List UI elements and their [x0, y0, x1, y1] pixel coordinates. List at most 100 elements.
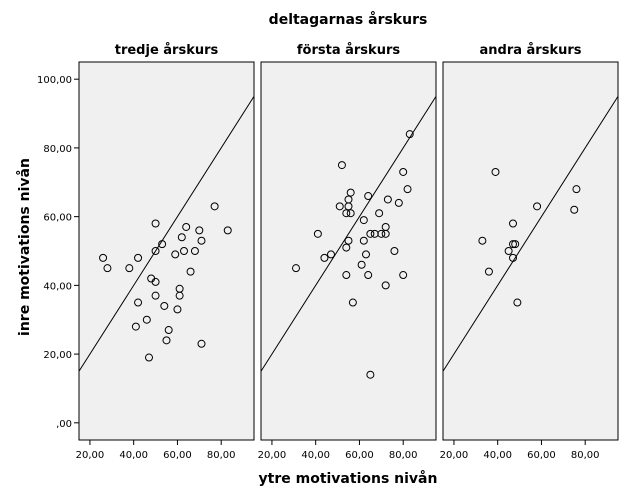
data-point	[186, 267, 195, 276]
data-point	[197, 236, 206, 245]
y-tick-label: 80,00	[43, 144, 72, 155]
panels: tredje årskurs 20,00 40,00 60,00 80,00 första…	[37, 43, 619, 461]
x-tick-label: 40,00	[301, 450, 330, 461]
data-point	[366, 229, 375, 238]
data-point	[399, 167, 408, 176]
data-point	[346, 188, 355, 197]
data-point	[346, 209, 355, 218]
data-point	[99, 253, 108, 262]
data-point	[158, 240, 167, 249]
reference-line	[78, 96, 255, 372]
data-point	[572, 185, 581, 194]
data-point	[359, 216, 368, 225]
data-point	[342, 243, 351, 252]
data-point	[173, 305, 182, 314]
data-point	[313, 229, 322, 238]
panel-plot-area	[78, 61, 255, 441]
data-point	[142, 315, 151, 324]
data-point	[342, 209, 351, 218]
x-tick-label: 20,00	[76, 450, 105, 461]
data-point	[190, 247, 199, 255]
y-tick-label: 20,00	[43, 350, 72, 361]
data-point	[223, 226, 232, 235]
data-point	[357, 260, 366, 269]
data-point	[399, 271, 408, 280]
data-point	[511, 240, 520, 249]
y-tick-label: 100,00	[37, 75, 72, 86]
data-point	[182, 222, 191, 231]
data-point	[180, 247, 188, 255]
x-axis-label: ytre motivations nivån	[259, 470, 438, 487]
data-point	[364, 271, 373, 280]
x-tick-label: 60,00	[345, 450, 374, 461]
x-tick-label: 40,00	[483, 450, 512, 461]
data-point	[491, 167, 500, 176]
data-point	[151, 291, 160, 300]
data-point	[348, 298, 357, 307]
y-tick-label: 40,00	[43, 281, 72, 292]
data-point	[394, 198, 403, 207]
data-point	[145, 353, 153, 362]
panel-title: första årskurs	[297, 43, 400, 58]
panel-plot-area	[442, 61, 619, 441]
y-tick-label: 60,00	[43, 213, 72, 224]
y-axis-label: inre motivations nivån	[16, 158, 33, 336]
data-point	[125, 264, 134, 273]
y-tick-label: ,00	[56, 419, 72, 430]
data-point	[210, 202, 219, 211]
panel-2: första årskurs 20,00 40,00 60,00 80,00	[258, 43, 437, 461]
panel-3: andra årskurs 20,00 40,00 60,00 80,00	[440, 43, 619, 461]
reference-line	[442, 96, 619, 372]
data-point	[131, 322, 140, 331]
data-point	[509, 240, 517, 249]
data-point	[151, 219, 160, 228]
data-point	[151, 247, 160, 255]
x-tick-label: 80,00	[389, 450, 418, 461]
data-point	[478, 236, 487, 245]
data-point	[504, 247, 513, 255]
data-point	[344, 236, 353, 245]
y-axis: ,00 20,00 40,00 60,00 80,00 100,00	[37, 75, 79, 430]
x-tick-label: 80,00	[571, 450, 600, 461]
data-point	[533, 202, 542, 211]
panel-plot-area	[260, 61, 437, 441]
data-point	[570, 205, 579, 214]
x-tick-label: 80,00	[207, 450, 236, 461]
data-point	[342, 271, 351, 280]
x-tick-label: 60,00	[527, 450, 556, 461]
x-tick-label: 40,00	[119, 450, 148, 461]
data-point	[403, 185, 412, 194]
x-tick-label: 20,00	[440, 450, 469, 461]
data-point	[175, 291, 184, 300]
data-point	[134, 253, 143, 262]
data-point	[134, 298, 143, 307]
data-point	[362, 250, 370, 259]
data-point	[171, 250, 180, 259]
data-point	[344, 202, 353, 211]
data-point	[509, 219, 517, 228]
data-point	[292, 264, 300, 273]
data-point	[359, 236, 368, 245]
panel-title: tredje årskurs	[115, 43, 219, 58]
data-point	[383, 195, 392, 204]
data-point	[337, 161, 346, 170]
data-point	[195, 226, 204, 235]
data-point	[381, 281, 390, 290]
data-point	[405, 130, 414, 139]
panel-title: andra årskurs	[479, 43, 581, 58]
data-point	[197, 339, 206, 348]
data-point	[364, 192, 373, 201]
data-point	[335, 202, 344, 211]
data-point	[162, 336, 171, 345]
data-point	[513, 298, 522, 307]
data-point	[160, 301, 169, 310]
data-point	[484, 267, 493, 276]
data-point	[177, 233, 186, 242]
data-point	[320, 253, 329, 262]
x-tick-label: 60,00	[163, 450, 192, 461]
data-point	[375, 209, 384, 218]
data-point	[327, 250, 335, 259]
chart-title: deltagarnas årskurs	[269, 11, 428, 28]
data-point	[151, 277, 160, 286]
